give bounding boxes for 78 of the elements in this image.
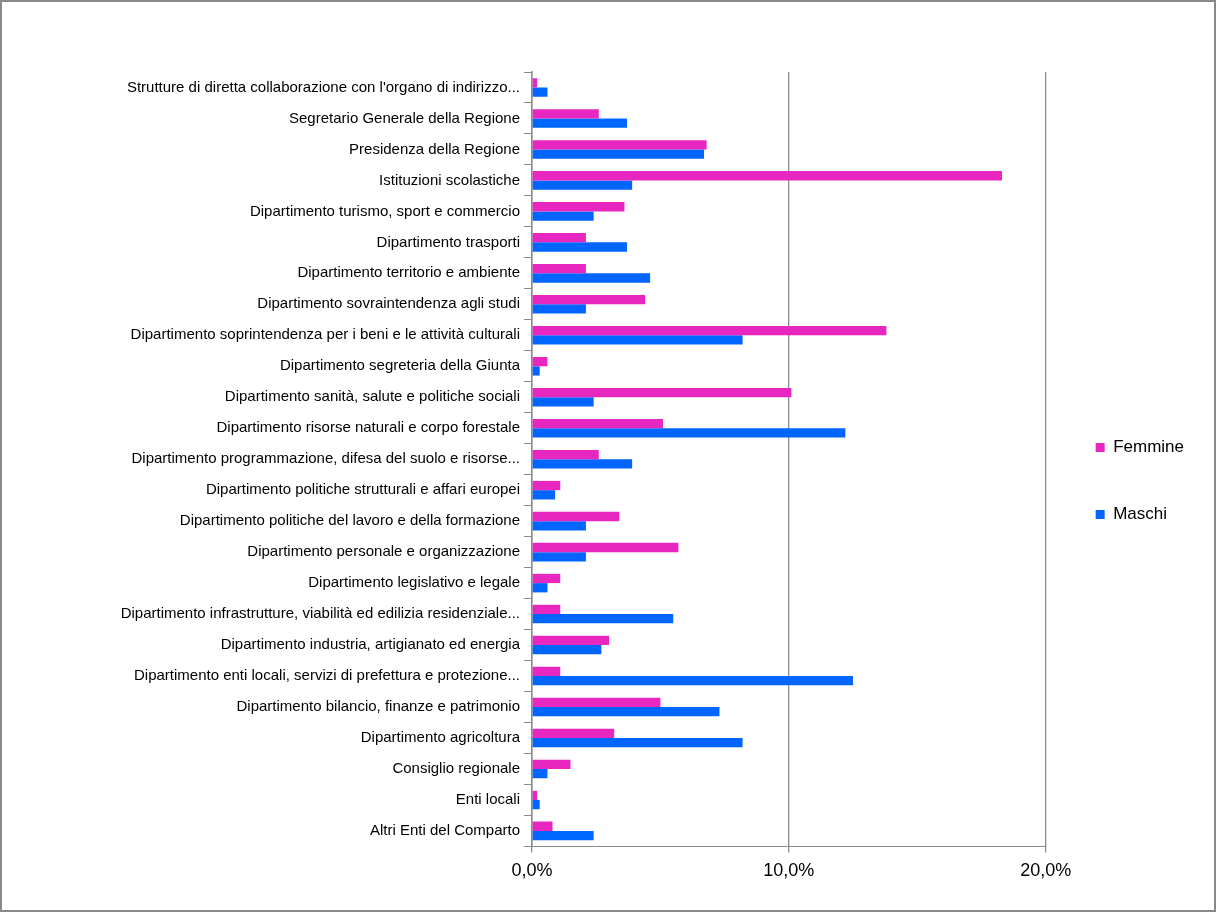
bar [532, 273, 651, 283]
bar [532, 304, 586, 314]
bar [532, 573, 561, 584]
bar [532, 326, 887, 336]
y-tick-label: Strutture di diretta collaborazione con l'organo di indirizzo... [126, 77, 520, 95]
bar [532, 737, 743, 748]
y-tick-label: Dipartimento enti locali, servizi di prefettura e protezione... [133, 666, 520, 684]
x-tick-label: 20,0% [1020, 860, 1072, 881]
bar [532, 799, 540, 810]
bar [532, 295, 645, 305]
bar [532, 356, 548, 367]
bar [532, 387, 792, 398]
bar [532, 397, 594, 407]
bar [532, 109, 599, 119]
y-tick-label: Dipartimento sovraintendenza agli studi [257, 294, 520, 312]
y-tick-label: Dipartimento segreteria della Giunta [279, 356, 521, 374]
legend-label: Maschi [1113, 504, 1168, 524]
y-tick-label: Dipartimento risorse naturali e corpo forestale [216, 418, 520, 436]
y-tick-label: Dipartimento politiche del lavoro e della formazione [179, 511, 520, 529]
bar [532, 604, 561, 615]
bar [532, 118, 628, 128]
bar [532, 171, 1002, 181]
x-tick-label: 10,0% [763, 860, 815, 881]
y-tick-label: Presidenza della Regione [349, 139, 520, 157]
bar [532, 552, 586, 562]
bar [532, 233, 586, 243]
bar [532, 728, 615, 738]
y-tick-label: Dipartimento agricoltura [360, 728, 521, 746]
x-tick-label: 0,0% [511, 860, 553, 881]
bar [532, 490, 556, 500]
bar [532, 821, 553, 831]
bar [532, 676, 854, 686]
y-tick-label: Dipartimento industria, artigianato ed energia [220, 635, 521, 653]
bar [532, 335, 743, 345]
bar [532, 666, 561, 677]
bar [532, 830, 594, 841]
bar [532, 768, 548, 779]
bar [532, 759, 571, 769]
bar [532, 583, 548, 593]
y-tick-label: Dipartimento turismo, sport e commercio [249, 201, 520, 219]
bar [532, 645, 602, 655]
y-tick-label: Dipartimento sanità, salute e politiche sociali [224, 387, 520, 405]
y-tick-label: Dipartimento politiche strutturali e affari europei [205, 480, 520, 498]
bar [532, 449, 599, 460]
y-tick-label: Consiglio regionale [392, 759, 520, 777]
legend-label: Femmine [1113, 437, 1185, 457]
bar [532, 140, 707, 150]
bar [532, 428, 846, 438]
y-tick-label: Dipartimento programmazione, difesa del suolo e risorse... [131, 449, 520, 467]
y-tick-label: Istituzioni scolastiche [379, 170, 520, 188]
bar [532, 211, 594, 221]
y-tick-label: Enti locali [455, 790, 520, 808]
y-tick-label: Dipartimento legislativo e legale [308, 573, 520, 591]
y-tick-label: Segretario Generale della Regione [289, 108, 520, 126]
y-tick-label: Dipartimento territorio e ambiente [297, 263, 520, 281]
y-tick-label: Dipartimento infrastrutture, viabilità ed edilizia residenziale... [120, 604, 520, 622]
bar [532, 697, 661, 708]
bar [532, 87, 548, 97]
bar [532, 149, 705, 159]
bar [532, 180, 633, 190]
bar [532, 511, 620, 522]
y-tick-label: Altri Enti del Comparto [369, 821, 520, 839]
y-tick-label: Dipartimento trasporti [376, 232, 520, 250]
bar [532, 480, 561, 491]
bar [532, 459, 633, 469]
y-tick-label: Dipartimento personale e organizzazione [247, 542, 520, 560]
bar [532, 521, 586, 531]
y-tick-label: Dipartimento soprintendenza per i beni e le attività culturali [130, 325, 520, 343]
bar [532, 242, 628, 252]
bar [532, 542, 679, 553]
bar [532, 635, 610, 646]
bar [532, 418, 663, 429]
bar [532, 707, 720, 717]
bar [532, 614, 674, 624]
bar [532, 366, 540, 376]
bar [532, 264, 586, 274]
bar [532, 202, 625, 212]
y-tick-label: Dipartimento bilancio, finanze e patrimonio [236, 697, 520, 715]
